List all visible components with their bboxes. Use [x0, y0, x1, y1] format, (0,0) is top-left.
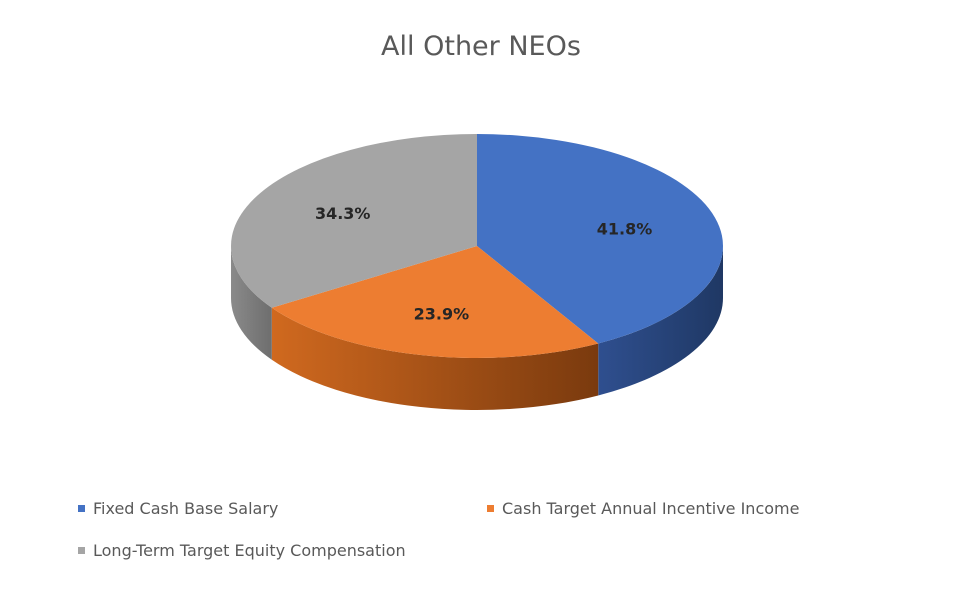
- legend-entry-1: Fixed Cash Base Salary: [93, 499, 278, 518]
- pie-data-labels: 41.8% 23.9% 34.3%: [315, 204, 652, 323]
- pie-side-1: [598, 246, 723, 396]
- pie-slice-3: [231, 134, 477, 308]
- pie-side-2: [271, 307, 599, 410]
- data-label-3: 34.3%: [315, 204, 371, 223]
- legend-swatch-3: [78, 547, 85, 554]
- legend-swatch-1: [78, 505, 85, 512]
- chart-title: All Other NEOs: [381, 31, 581, 62]
- pie-slice-2: [271, 246, 599, 358]
- data-label-2: 23.9%: [414, 305, 470, 324]
- pie-slice-1: [477, 134, 723, 344]
- pie-sides: [231, 246, 723, 410]
- legend-entry-3: Long-Term Target Equity Compensation: [93, 541, 406, 560]
- legend-swatch-2: [487, 505, 494, 512]
- legend-entry-2: Cash Target Annual Incentive Income: [502, 499, 799, 518]
- pie-side-3: [231, 246, 272, 360]
- data-label-1: 41.8%: [597, 219, 653, 238]
- legend: Fixed Cash Base Salary Cash Target Annual…: [78, 499, 799, 560]
- pie-tops: [231, 134, 723, 358]
